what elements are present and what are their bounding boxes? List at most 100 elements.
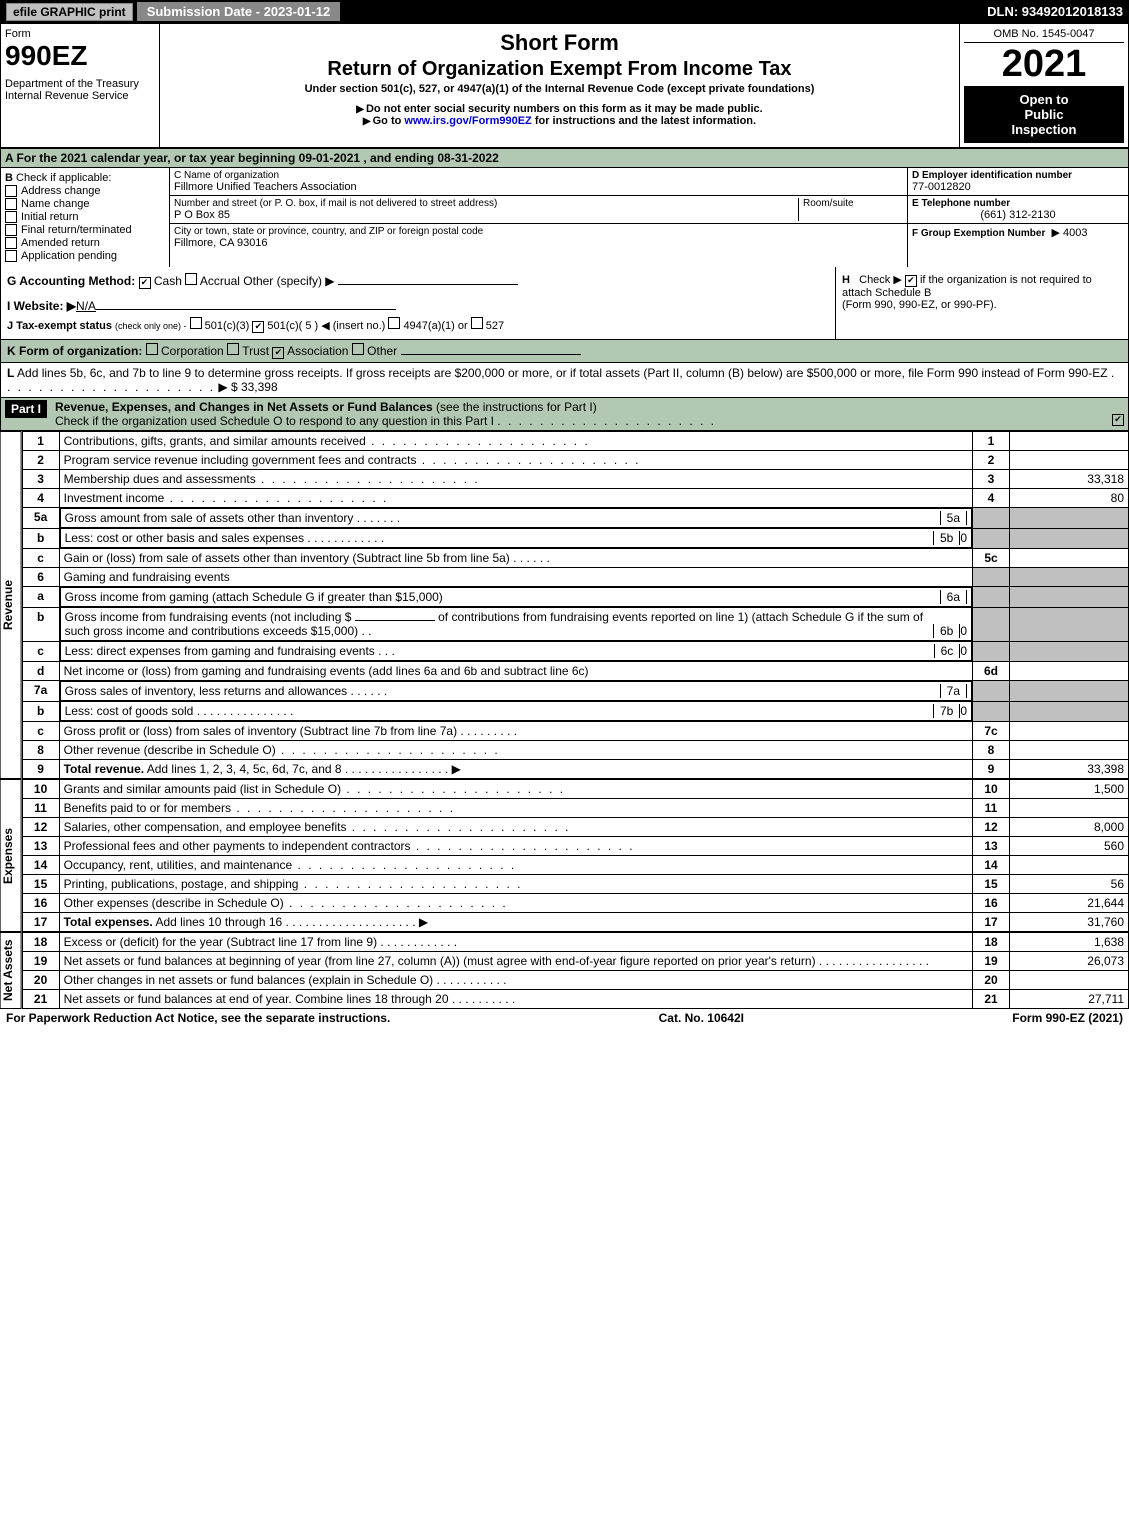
- accounting-method-line: G Accounting Method: ✔ Cash Accrual Othe…: [7, 273, 829, 289]
- line-5b: bLess: cost or other basis and sales exp…: [22, 528, 1128, 549]
- page-footer: For Paperwork Reduction Act Notice, see …: [0, 1009, 1129, 1027]
- chk-application-pending[interactable]: [5, 250, 17, 262]
- chk-other-org[interactable]: [352, 343, 364, 355]
- ssn-warning: Do not enter social security numbers on …: [164, 103, 955, 115]
- line-17: 17Total expenses. Add lines 10 through 1…: [22, 913, 1128, 932]
- chk-schedule-b[interactable]: ✔: [905, 275, 917, 287]
- line-6c: cLess: direct expenses from gaming and f…: [22, 641, 1128, 662]
- chk-name-change[interactable]: [5, 198, 17, 210]
- line-21: 21Net assets or fund balances at end of …: [22, 990, 1128, 1009]
- efile-print-button[interactable]: efile GRAPHIC print: [6, 3, 133, 21]
- line-6d: dNet income or (loss) from gaming and fu…: [22, 662, 1128, 681]
- line-7a: 7aGross sales of inventory, less returns…: [22, 681, 1128, 702]
- chk-accrual[interactable]: [185, 273, 197, 285]
- line-13: 13Professional fees and other payments t…: [22, 837, 1128, 856]
- chk-501c[interactable]: ✔: [252, 321, 264, 333]
- tax-exempt-status-line: J Tax-exempt status (check only one) - 5…: [7, 317, 829, 333]
- section-h: H Check ▶ ✔ if the organization is not r…: [835, 267, 1128, 339]
- column-c: C Name of organization Fillmore Unified …: [170, 168, 907, 267]
- line-3: 3Membership dues and assessments333,318: [22, 470, 1128, 489]
- header-center: Short Form Return of Organization Exempt…: [160, 24, 959, 147]
- main-title: Return of Organization Exempt From Incom…: [164, 58, 955, 81]
- net-assets-table: 18Excess or (deficit) for the year (Subt…: [22, 932, 1129, 1009]
- irs-label: Internal Revenue Service: [5, 90, 155, 102]
- line-7b: bLess: cost of goods sold . . . . . . . …: [22, 701, 1128, 722]
- form-left-block: Form 990EZ Department of the Treasury In…: [1, 24, 160, 147]
- tax-year: 2021: [964, 43, 1124, 86]
- line-18: 18Excess or (deficit) for the year (Subt…: [22, 933, 1128, 952]
- line-6: 6Gaming and fundraising events: [22, 568, 1128, 587]
- footer-center: Cat. No. 10642I: [659, 1011, 744, 1025]
- gross-receipts-amount: $ 33,398: [231, 380, 278, 394]
- chk-schedule-o-part1[interactable]: ✔: [1112, 414, 1124, 426]
- chk-527[interactable]: [471, 317, 483, 329]
- chk-initial-return[interactable]: [5, 211, 17, 223]
- line-12: 12Salaries, other compensation, and empl…: [22, 818, 1128, 837]
- org-name-label: C Name of organization: [174, 170, 903, 181]
- chk-corporation[interactable]: [146, 343, 158, 355]
- expenses-section: Expenses 10Grants and similar amounts pa…: [0, 779, 1129, 932]
- line-8: 8Other revenue (describe in Schedule O)8: [22, 741, 1128, 760]
- line-19: 19Net assets or fund balances at beginni…: [22, 952, 1128, 971]
- header-right: OMB No. 1545-0047 2021 Open to Public In…: [959, 24, 1128, 147]
- irs-link[interactable]: www.irs.gov/Form990EZ: [404, 115, 531, 127]
- section-l: L Add lines 5b, 6c, and 7b to line 9 to …: [0, 363, 1129, 398]
- form-number: 990EZ: [5, 40, 155, 72]
- city-state-zip: Fillmore, CA 93016: [174, 237, 903, 249]
- top-bar: efile GRAPHIC print Submission Date - 20…: [0, 0, 1129, 23]
- expenses-vertical-label: Expenses: [0, 779, 22, 932]
- org-name: Fillmore Unified Teachers Association: [174, 181, 903, 193]
- line-5c: cGain or (loss) from sale of assets othe…: [22, 549, 1128, 568]
- chk-4947[interactable]: [388, 317, 400, 329]
- chk-amended-return[interactable]: [5, 237, 17, 249]
- line-5a: 5aGross amount from sale of assets other…: [22, 508, 1128, 529]
- line-1: 1Contributions, gifts, grants, and simil…: [22, 432, 1128, 451]
- row-a-tax-year: A For the 2021 calendar year, or tax yea…: [0, 148, 1129, 168]
- submission-date: Submission Date - 2023-01-12: [137, 2, 341, 21]
- column-d: D Employer identification number 77-0012…: [907, 168, 1128, 267]
- footer-left: For Paperwork Reduction Act Notice, see …: [6, 1011, 390, 1025]
- chk-association[interactable]: ✔: [272, 347, 284, 359]
- dln-label: DLN: 93492012018133: [987, 4, 1123, 19]
- part-1-label: Part I: [5, 400, 47, 418]
- omb-number: OMB No. 1545-0047: [964, 28, 1124, 43]
- revenue-vertical-label: Revenue: [0, 431, 22, 779]
- expenses-table: 10Grants and similar amounts paid (list …: [22, 779, 1129, 932]
- line-10: 10Grants and similar amounts paid (list …: [22, 780, 1128, 799]
- chk-final-return[interactable]: [5, 224, 17, 236]
- line-11: 11Benefits paid to or for members11: [22, 799, 1128, 818]
- line-2: 2Program service revenue including gover…: [22, 451, 1128, 470]
- line-9: 9Total revenue. Add lines 1, 2, 3, 4, 5c…: [22, 760, 1128, 779]
- line-15: 15Printing, publications, postage, and s…: [22, 875, 1128, 894]
- chk-trust[interactable]: [227, 343, 239, 355]
- net-assets-section: Net Assets 18Excess or (deficit) for the…: [0, 932, 1129, 1009]
- footer-right: Form 990-EZ (2021): [1012, 1011, 1123, 1025]
- line-16: 16Other expenses (describe in Schedule O…: [22, 894, 1128, 913]
- section-gh: G Accounting Method: ✔ Cash Accrual Othe…: [0, 267, 1129, 340]
- line-14: 14Occupancy, rent, utilities, and mainte…: [22, 856, 1128, 875]
- chk-501c3[interactable]: [190, 317, 202, 329]
- line-6a: aGross income from gaming (attach Schedu…: [22, 587, 1128, 608]
- section-bcd: B Check if applicable: Address change Na…: [0, 168, 1129, 267]
- revenue-table: 1Contributions, gifts, grants, and simil…: [22, 431, 1129, 779]
- line-6b: bGross income from fundraising events (n…: [22, 607, 1128, 641]
- net-assets-vertical-label: Net Assets: [0, 932, 22, 1009]
- column-b: B Check if applicable: Address change Na…: [1, 168, 170, 267]
- line-7c: cGross profit or (loss) from sales of in…: [22, 722, 1128, 741]
- street-address: P O Box 85: [174, 209, 798, 221]
- subtitle: Under section 501(c), 527, or 4947(a)(1)…: [164, 83, 955, 95]
- line-4: 4Investment income480: [22, 489, 1128, 508]
- short-form-title: Short Form: [164, 30, 955, 56]
- dept-label: Department of the Treasury: [5, 78, 155, 90]
- form-word: Form: [5, 28, 155, 40]
- section-k: K Form of organization: Corporation Trus…: [0, 340, 1129, 363]
- ein-value: 77-0012820: [912, 181, 1124, 193]
- room-suite-label: Room/suite: [798, 198, 903, 221]
- chk-cash[interactable]: ✔: [139, 277, 151, 289]
- part-1-header-row: Part I Revenue, Expenses, and Changes in…: [0, 398, 1129, 431]
- form-header: Form 990EZ Department of the Treasury In…: [0, 23, 1129, 148]
- chk-address-change[interactable]: [5, 185, 17, 197]
- revenue-section: Revenue 1Contributions, gifts, grants, a…: [0, 431, 1129, 779]
- goto-line: Go to www.irs.gov/Form990EZ for instruct…: [164, 115, 955, 127]
- phone-value: (661) 312-2130: [912, 209, 1124, 221]
